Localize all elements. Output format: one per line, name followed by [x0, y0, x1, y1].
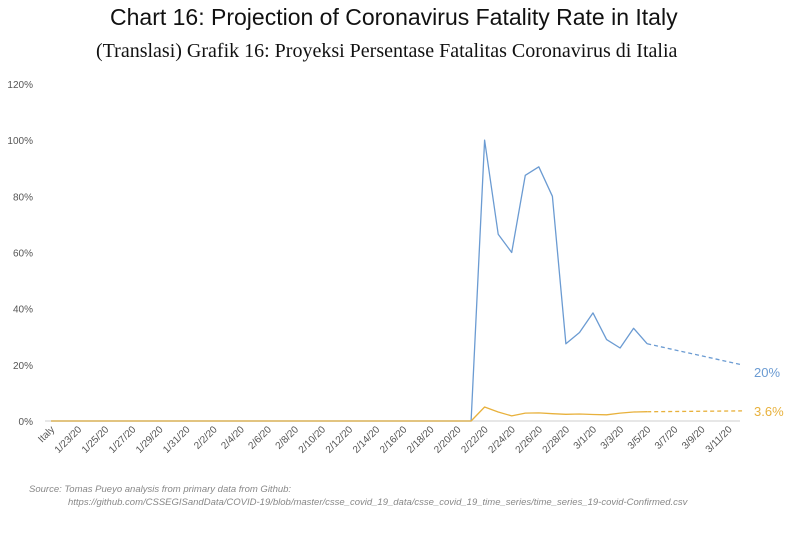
- series-end-label-2: 3.6%: [754, 404, 784, 419]
- x-tick-label: 1/31/20: [161, 424, 193, 456]
- x-tick-label: 1/25/20: [80, 424, 112, 456]
- y-tick-label: 40%: [13, 305, 33, 316]
- x-tick-label: 2/22/20: [459, 424, 491, 456]
- x-tick-label: 3/3/20: [599, 424, 627, 452]
- series-line-2: [51, 406, 648, 422]
- x-tick-label: 3/11/20: [704, 424, 735, 455]
- series-layer: [51, 139, 743, 422]
- y-tick-label: 80%: [13, 192, 33, 203]
- series-end-label-1: 20%: [754, 365, 780, 380]
- x-tick-label: 3/5/20: [626, 424, 654, 452]
- x-tick-label: 1/27/20: [107, 424, 139, 456]
- y-tick-label: 20%: [13, 361, 33, 372]
- y-tick-label: 120%: [7, 80, 33, 91]
- x-tick-label: 2/14/20: [351, 424, 383, 456]
- y-tick-label: 60%: [13, 249, 33, 260]
- x-tick-label: 2/18/20: [405, 424, 437, 456]
- y-tick-label: 100%: [7, 136, 33, 147]
- chart-subtitle: (Translasi) Grafik 16: Proyeksi Persenta…: [96, 40, 678, 62]
- x-tick-label: 2/28/20: [541, 424, 573, 456]
- end-labels: 20% 3.6%: [754, 365, 784, 419]
- series-projection-2: [647, 410, 743, 413]
- x-tick-label: 3/7/20: [653, 424, 681, 452]
- source-note: Source: Tomas Pueyo analysis from primar…: [29, 484, 292, 495]
- x-tick-label: 2/24/20: [486, 424, 518, 456]
- x-tick-label: 2/12/20: [324, 424, 356, 456]
- x-tick-label: 2/6/20: [246, 424, 274, 452]
- x-axis: Italy1/23/201/25/201/27/201/29/201/31/20…: [36, 424, 735, 456]
- chart-title: Chart 16: Projection of Coronavirus Fata…: [110, 4, 678, 30]
- y-axis: 0% 20% 40% 60% 80% 100% 120%: [7, 80, 33, 428]
- line-chart: 0% 20% 40% 60% 80% 100% 120% Italy1/23/201/25/…: [7, 80, 784, 456]
- x-tick-label: 1/23/20: [53, 424, 85, 456]
- x-tick-label: 3/1/20: [572, 424, 600, 452]
- series-projection-1: [647, 343, 743, 366]
- x-tick-label: 2/10/20: [297, 424, 329, 456]
- x-tick-label: Italy: [36, 424, 57, 445]
- x-tick-label: 2/4/20: [219, 424, 247, 452]
- series-line-1: [51, 139, 648, 422]
- x-tick-label: 2/26/20: [514, 424, 546, 456]
- x-tick-label: 2/16/20: [378, 424, 410, 456]
- x-tick-label: 1/29/20: [134, 424, 166, 456]
- source-url[interactable]: https://github.com/CSSEGISandData/COVID-…: [68, 497, 688, 508]
- x-tick-label: 2/2/20: [192, 424, 220, 452]
- x-tick-label: 2/20/20: [432, 424, 464, 456]
- y-tick-label: 0%: [19, 417, 34, 428]
